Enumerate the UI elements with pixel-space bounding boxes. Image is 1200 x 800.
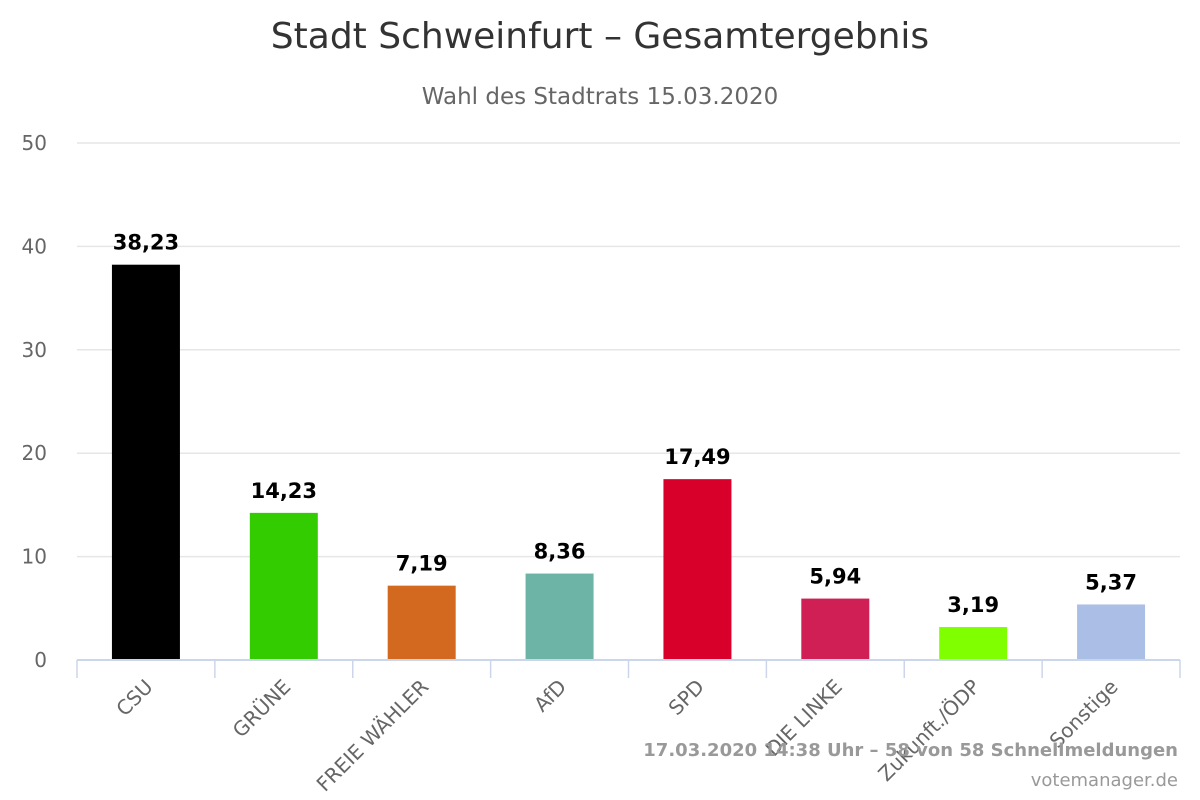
data-label: 5,37 [1085,570,1137,594]
bar-spd [663,479,732,660]
x-tick-label: Zukunft./ÖDP [873,675,984,786]
data-label: 14,23 [251,479,317,503]
bars [111,264,1146,660]
bar-die-linke [801,598,870,660]
gridlines [77,142,1180,558]
chart-subtitle: Wahl des Stadtrats 15.03.2020 [422,84,779,110]
x-axis: CSU GRÜNE FREIE WÄHLER AfD SPD DIE LINKE Zukun… [76,659,1181,796]
y-tick-label: 20 [22,441,47,465]
data-label: 3,19 [947,593,999,617]
data-label: 38,23 [113,231,179,255]
data-label: 5,94 [809,565,861,589]
data-labels: 38,23 14,23 7,19 8,36 17,49 5,94 3,19 5,37 [113,231,1137,617]
bar-afd [525,573,594,660]
data-label: 17,49 [664,445,730,469]
data-label: 8,36 [534,540,586,564]
x-tick-label: FREIE WÄHLER [312,674,434,796]
x-tick-label: CSU [111,675,157,721]
bar-zukunft-dp [939,627,1008,660]
bar-freie-w-hler [387,585,456,660]
bar-sonstige [1077,604,1146,660]
y-axis-ticks: 0 10 20 30 40 50 [22,131,47,672]
x-tick-label: AfD [529,675,571,717]
source-credit: votemanager.de [1031,770,1178,791]
data-label: 7,19 [396,552,448,576]
bar-csu [111,264,180,660]
chart-title: Stadt Schweinfurt – Gesamtergebnis [271,16,929,57]
bar-gr-ne [249,512,318,660]
y-tick-label: 0 [34,648,47,672]
x-tick-label: GRÜNE [228,675,296,743]
x-tick-label: SPD [664,675,709,720]
status-credit: 17.03.2020 14:38 Uhr – 58 von 58 Schnell… [643,740,1178,761]
y-tick-label: 40 [22,234,47,258]
y-tick-label: 10 [22,545,47,569]
y-tick-label: 30 [22,338,47,362]
y-tick-label: 50 [22,131,47,155]
